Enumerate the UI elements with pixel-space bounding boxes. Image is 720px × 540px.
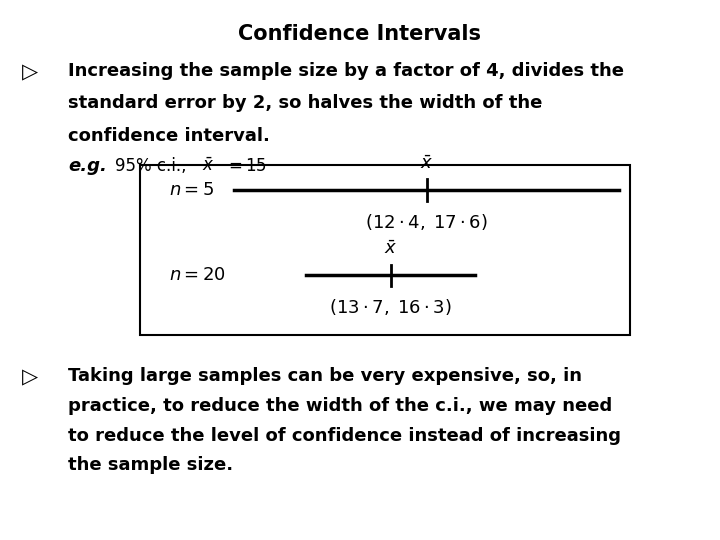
Text: standard error by 2, so halves the width of the: standard error by 2, so halves the width… <box>68 94 543 112</box>
Text: practice, to reduce the width of the c.i., we may need: practice, to reduce the width of the c.i… <box>68 397 613 415</box>
Text: e.g.: e.g. <box>68 157 107 174</box>
Text: the sample size.: the sample size. <box>68 456 233 474</box>
Text: $\bar{x}$: $\bar{x}$ <box>384 240 397 259</box>
Text: $= 15$: $= 15$ <box>225 157 267 174</box>
Text: ▷: ▷ <box>22 62 37 82</box>
Text: $n=20$: $n=20$ <box>169 266 226 285</box>
Bar <box>140 165 630 335</box>
Text: $\bar{x}$: $\bar{x}$ <box>202 157 214 174</box>
Text: to reduce the level of confidence instead of increasing: to reduce the level of confidence instea… <box>68 427 621 444</box>
Text: confidence interval.: confidence interval. <box>68 127 270 145</box>
Text: $(13 \cdot 7,\;16 \cdot 3)$: $(13 \cdot 7,\;16 \cdot 3)$ <box>329 297 452 317</box>
Text: $\bar{x}$: $\bar{x}$ <box>420 155 433 173</box>
Text: Confidence Intervals: Confidence Intervals <box>238 24 482 44</box>
Text: 95% c.i.,: 95% c.i., <box>115 157 186 174</box>
Text: Increasing the sample size by a factor of 4, divides the: Increasing the sample size by a factor o… <box>68 62 624 80</box>
Text: ▷: ▷ <box>22 367 37 387</box>
Text: $n=5$: $n=5$ <box>169 181 215 199</box>
Text: $(12 \cdot 4,\;17 \cdot 6)$: $(12 \cdot 4,\;17 \cdot 6)$ <box>365 212 488 232</box>
Text: Taking large samples can be very expensive, so, in: Taking large samples can be very expensi… <box>68 367 582 385</box>
